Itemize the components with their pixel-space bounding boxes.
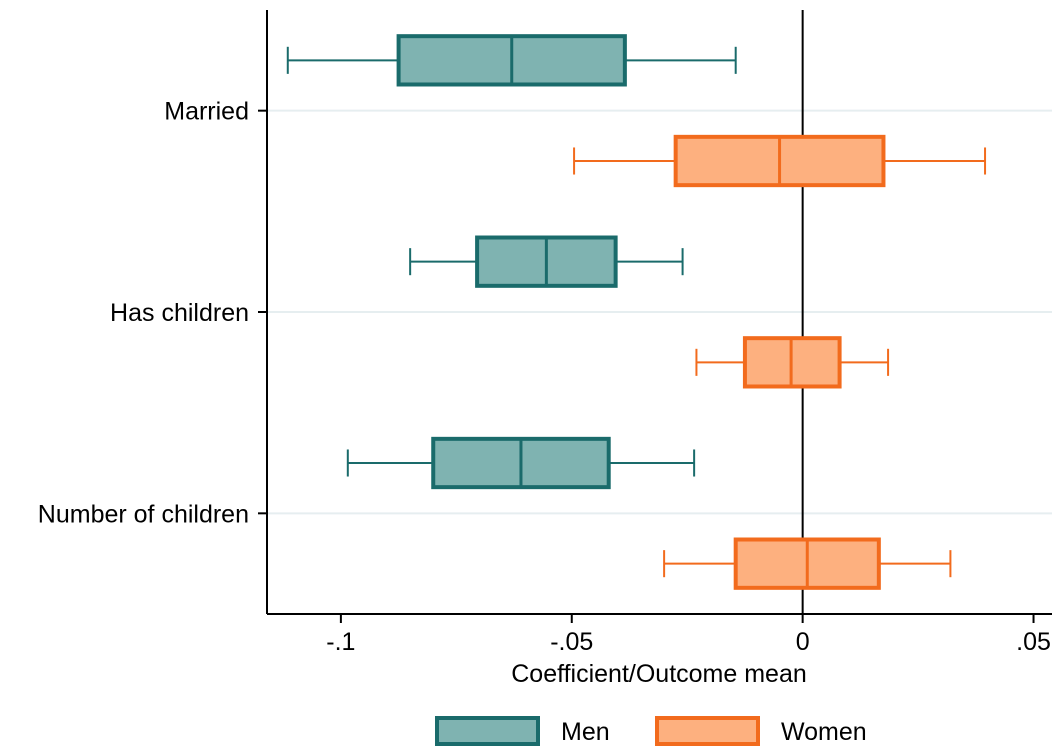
box-women: [663, 537, 952, 590]
legend-item-women: Women: [655, 716, 867, 746]
x-tick-label: .05: [1016, 628, 1051, 656]
box-women: [695, 336, 890, 389]
y-tick-label: Has children: [110, 299, 249, 327]
legend-label: Women: [781, 718, 867, 746]
x-tick-label: -.1: [326, 628, 355, 656]
x-tick-label: 0: [796, 628, 810, 656]
x-ticks: -.1 -.05 0 .05: [326, 614, 1051, 656]
gridlines: [267, 109, 1052, 515]
y-tick-label: Number of children: [38, 500, 249, 528]
legend-swatch: [655, 716, 760, 746]
legend-swatch: [435, 716, 540, 746]
box-men: [286, 34, 737, 87]
legend-label: Men: [561, 718, 610, 746]
box-men: [346, 436, 696, 490]
boxes: [286, 34, 987, 590]
y-tick-label: Married: [164, 98, 249, 126]
legend-item-men: Men: [435, 716, 610, 746]
box-women: [573, 134, 987, 188]
x-tick-label: -.05: [550, 628, 593, 656]
x-axis-title: Coefficient/Outcome mean: [511, 660, 807, 688]
legend: Men Women: [435, 716, 867, 746]
y-ticks: Married Has children Number of children: [38, 98, 267, 528]
box-men: [409, 235, 684, 288]
